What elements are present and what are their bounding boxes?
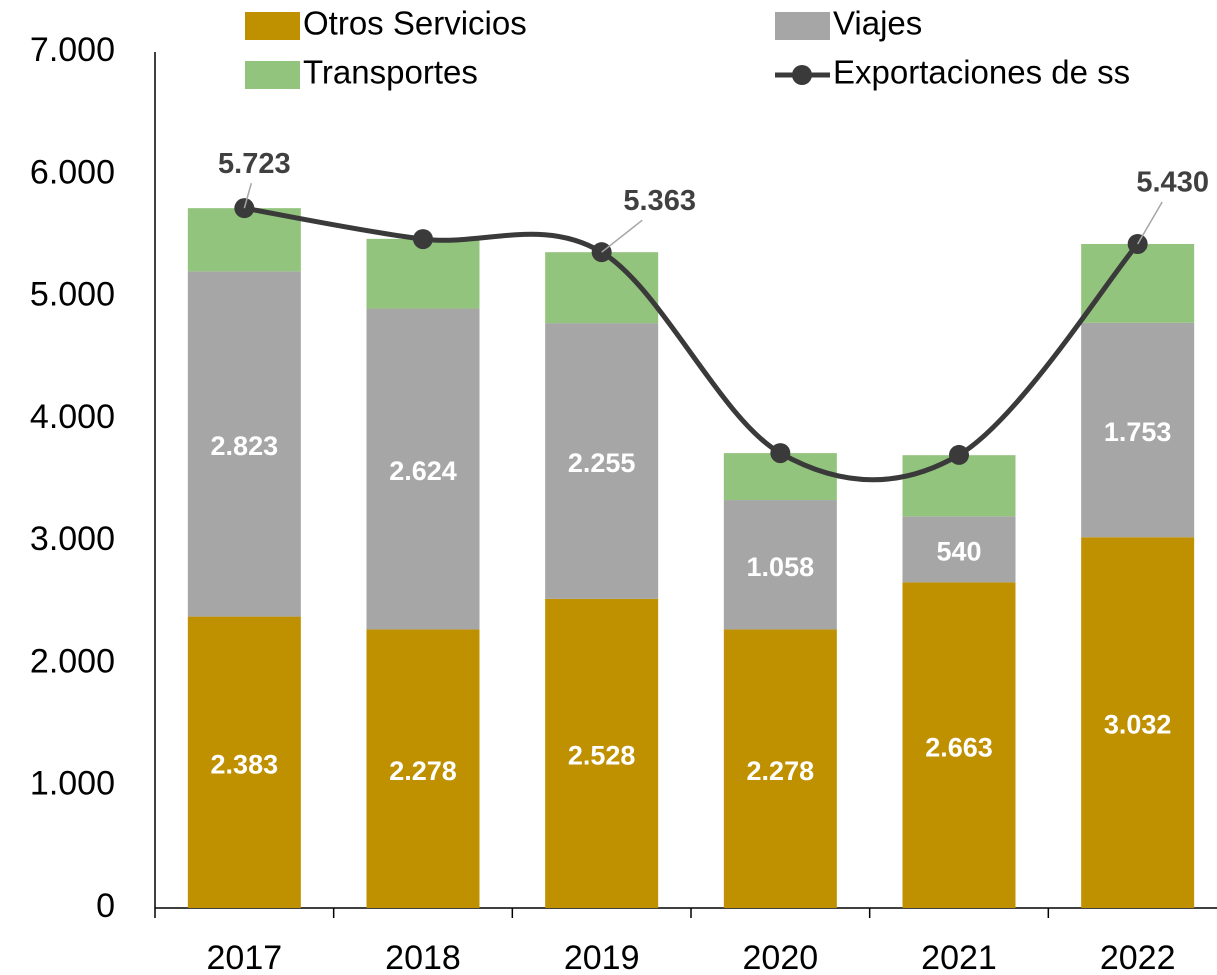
data-label: 540 <box>936 536 981 566</box>
legend-swatch <box>245 61 300 89</box>
x-tick-label: 2018 <box>385 939 461 975</box>
data-label: 1.753 <box>1104 417 1172 447</box>
data-label: 2.255 <box>568 448 636 478</box>
legend-swatch <box>245 12 300 40</box>
leader-line <box>1137 201 1163 245</box>
bar-segment <box>187 208 301 272</box>
bar-segment <box>1081 322 1195 538</box>
x-tick-label: 2021 <box>921 939 997 975</box>
x-tick-label: 2020 <box>743 939 819 975</box>
bar-segment <box>545 323 659 599</box>
x-tick-label: 2019 <box>564 939 640 975</box>
data-label: 1.058 <box>747 552 815 582</box>
bar-segment <box>902 516 1016 583</box>
data-label: 2.823 <box>211 431 279 461</box>
bar-segment <box>902 582 1016 908</box>
y-tick-label: 1.000 <box>30 765 115 803</box>
y-tick-label: 6.000 <box>30 153 115 191</box>
bar-segment <box>187 616 301 908</box>
legend-label: Transportes <box>303 54 478 91</box>
bar-segment <box>187 271 301 617</box>
bar-segment <box>366 238 480 309</box>
legend-label: Exportaciones de ss <box>833 54 1130 91</box>
bar-segment <box>366 308 480 630</box>
y-tick-label: 0 <box>96 887 115 925</box>
legend-label: Viajes <box>833 5 922 42</box>
data-label: 3.032 <box>1104 710 1172 740</box>
line-marker <box>949 444 969 465</box>
data-label: 2.528 <box>568 741 636 771</box>
bar-segment <box>723 629 837 908</box>
data-label: 2.278 <box>747 756 815 786</box>
data-label: 2.383 <box>211 749 279 779</box>
line-marker <box>413 229 433 250</box>
bar-segment <box>366 629 480 908</box>
bar-segment <box>1081 243 1195 323</box>
x-tick-label: 2022 <box>1100 939 1176 975</box>
data-label: 2.278 <box>389 756 457 786</box>
data-label: 2.624 <box>389 456 457 486</box>
y-tick-label: 3.000 <box>30 520 115 558</box>
line-marker <box>770 443 791 464</box>
legend-marker <box>792 65 812 85</box>
bar-segment <box>1081 537 1195 908</box>
line-label: 5.363 <box>623 185 696 217</box>
data-label: 2.663 <box>925 732 993 762</box>
line-label: 5.430 <box>1136 167 1209 199</box>
leader-line <box>601 219 643 253</box>
y-tick-label: 4.000 <box>30 398 115 436</box>
bar-segment <box>545 598 659 908</box>
line-label: 5.723 <box>218 148 291 180</box>
bar-segment <box>902 455 1016 517</box>
legend-label: Otros Servicios <box>303 5 527 42</box>
x-tick-label: 2017 <box>207 939 283 975</box>
legend-swatch <box>775 12 830 40</box>
leader-line <box>243 182 253 209</box>
bar-segment <box>723 500 837 630</box>
y-tick-label: 5.000 <box>30 276 115 314</box>
y-tick-label: 2.000 <box>30 642 115 680</box>
y-tick-label: 7.000 <box>30 31 115 69</box>
